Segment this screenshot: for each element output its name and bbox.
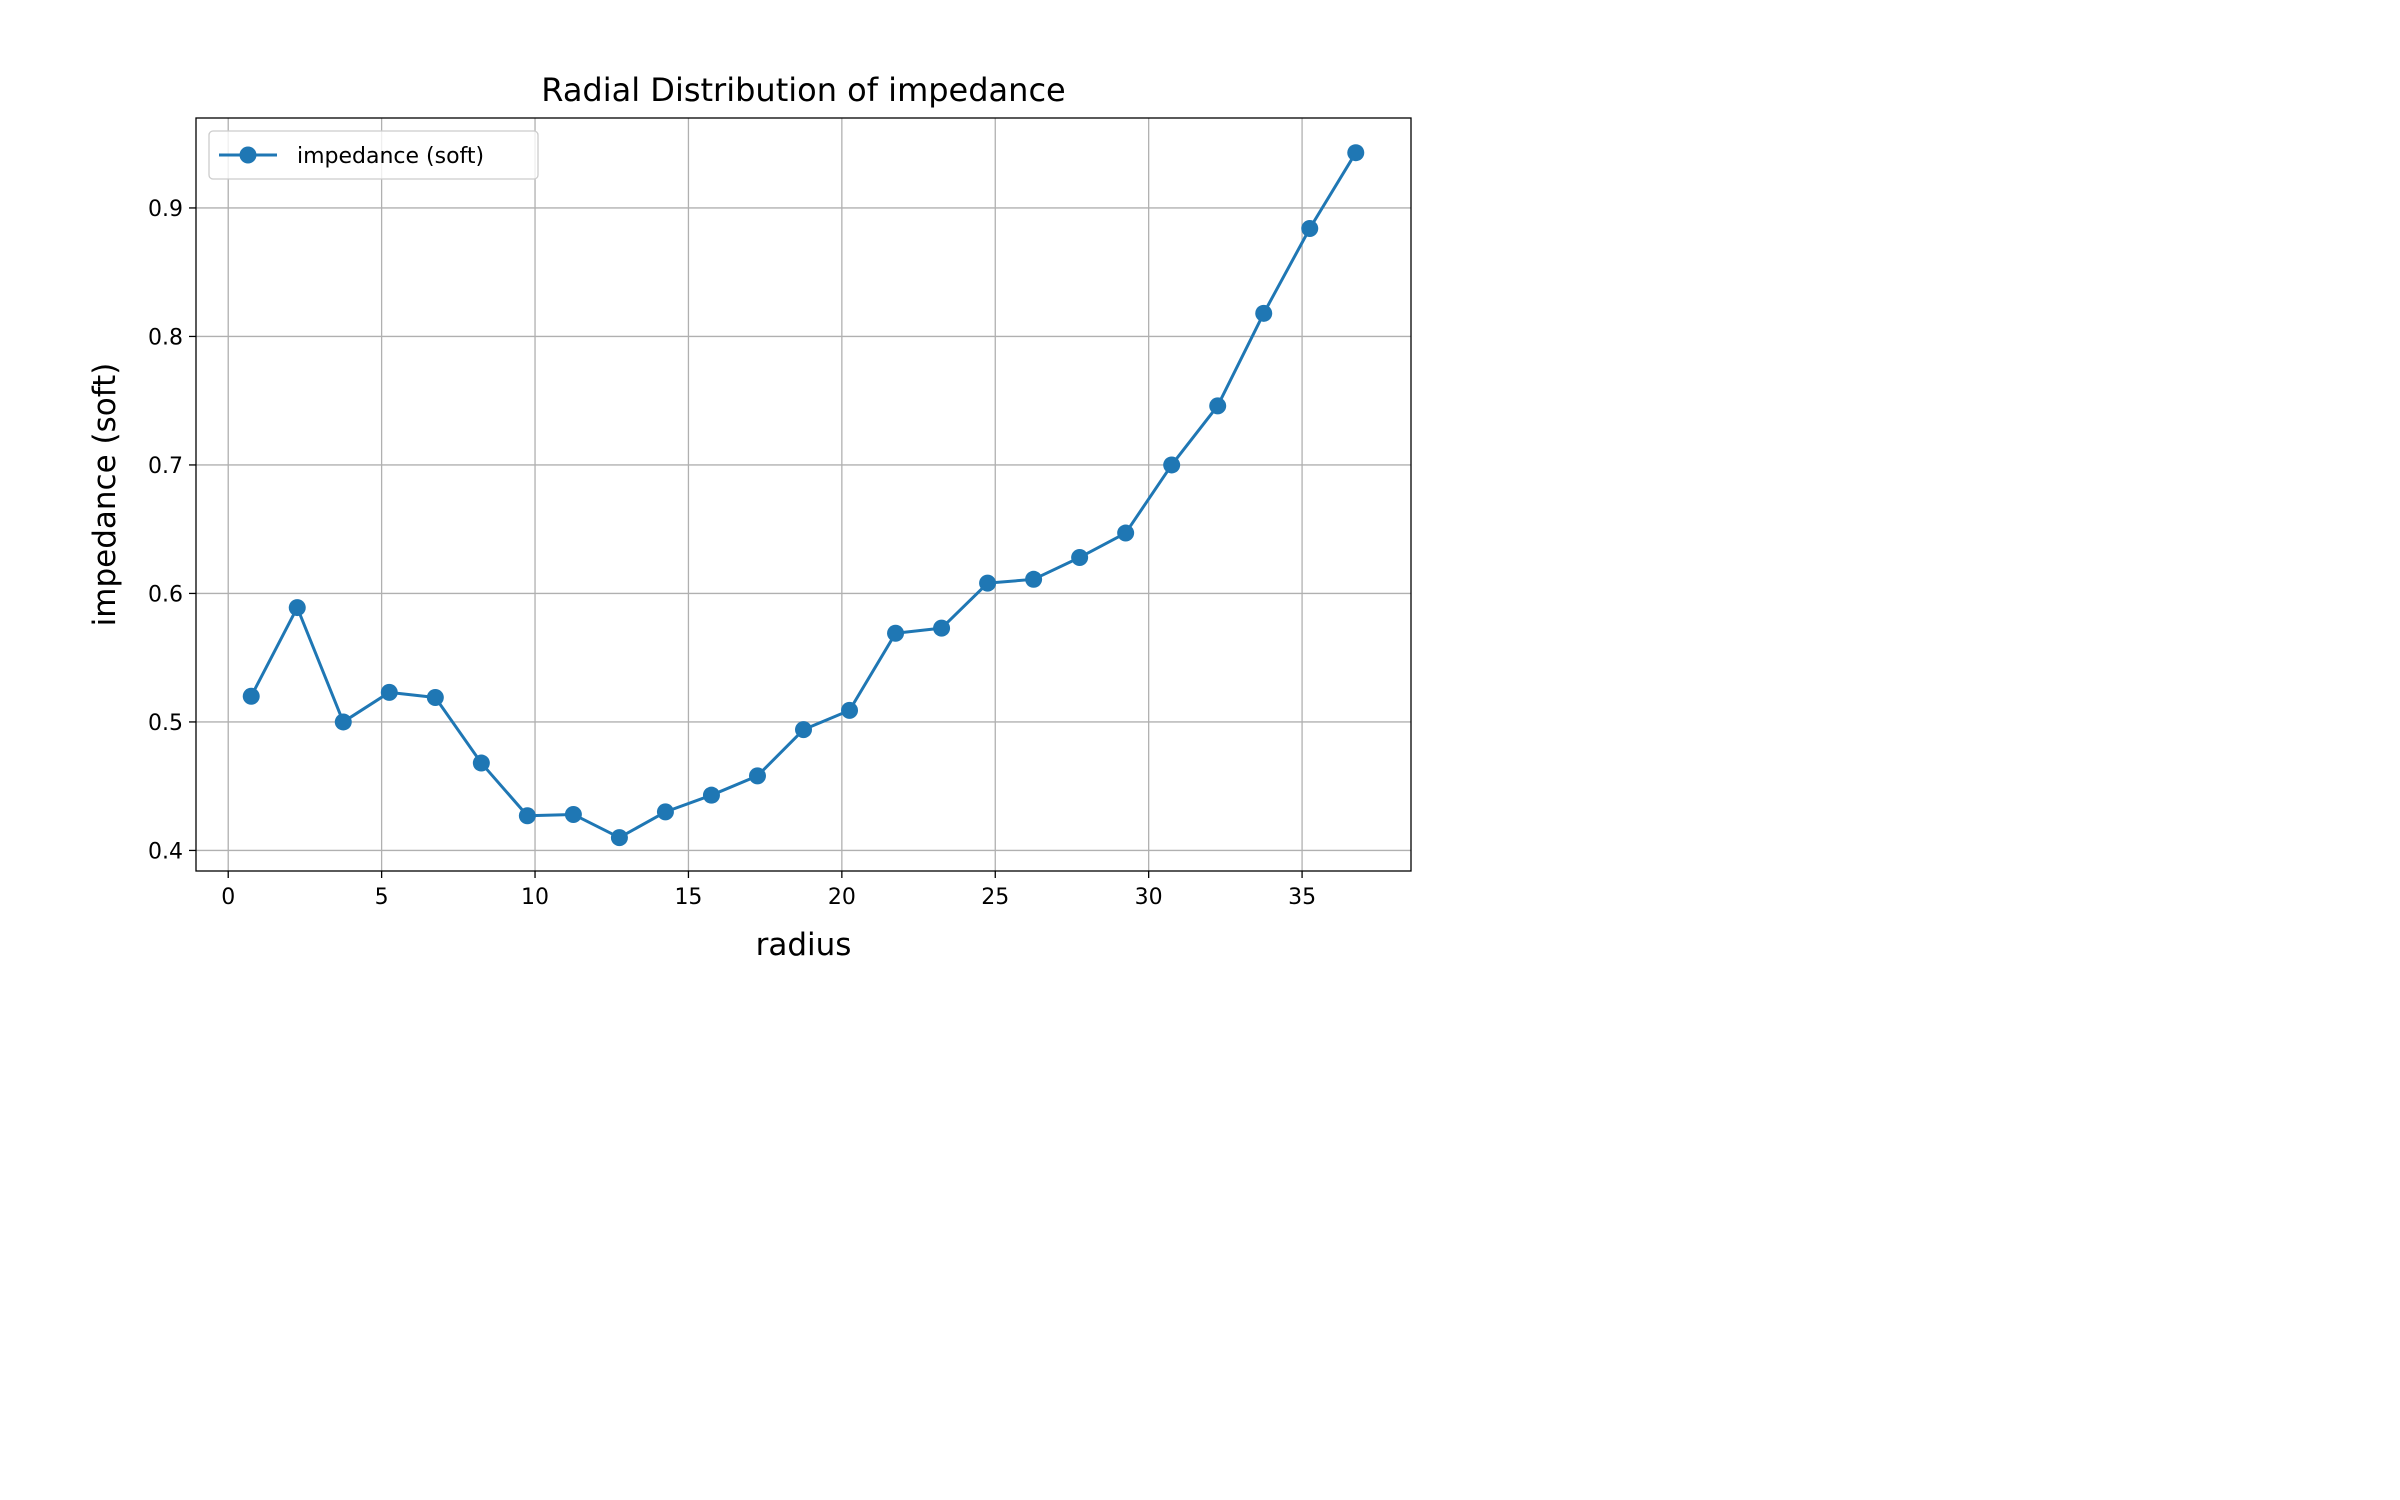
data-point: [242, 687, 260, 705]
data-point: [426, 689, 444, 707]
legend-marker-sample: [239, 146, 257, 164]
x-axis-label: radius: [756, 927, 852, 963]
chart-title: Radial Distribution of impedance: [541, 71, 1065, 109]
y-tick-label: 0.6: [148, 582, 183, 607]
data-point: [380, 683, 398, 701]
data-point: [334, 713, 352, 731]
data-point: [1071, 548, 1089, 566]
x-tick-label: 10: [521, 885, 549, 910]
x-tick-label: 20: [828, 885, 856, 910]
series-layer: [242, 144, 1365, 847]
data-point: [288, 599, 306, 617]
axis-ticks: 0 5 10 15 20 25 30 35 0.4 0.5 0.6 0.7 0.8 0.9: [148, 197, 1316, 910]
data-point: [1209, 397, 1227, 415]
data-point: [795, 721, 812, 739]
x-tick-label: 30: [1135, 885, 1163, 910]
data-point: [472, 754, 490, 772]
y-tick-label: 0.7: [148, 454, 183, 479]
y-axis-label: impedance (soft): [87, 363, 123, 627]
data-point: [656, 803, 674, 821]
data-point: [1117, 524, 1135, 542]
data-point: [748, 767, 766, 785]
data-point: [1025, 570, 1043, 588]
y-tick-label: 0.4: [148, 839, 183, 864]
x-tick-label: 15: [674, 885, 702, 910]
plot-area-frame: [195, 117, 1412, 872]
data-point: [610, 829, 628, 847]
data-point: [1163, 456, 1181, 474]
x-tick-label: 5: [375, 885, 389, 910]
data-point: [518, 807, 536, 825]
y-tick-label: 0.9: [148, 197, 183, 222]
data-point: [979, 574, 997, 592]
legend: impedance (soft): [208, 130, 539, 180]
x-tick-label: 25: [981, 885, 1009, 910]
y-tick-label: 0.8: [148, 325, 183, 350]
chart: 0 5 10 15 20 25 30 35 0.4 0.5 0.6 0.7 0.8 0.9 Radial …: [0, 0, 1545, 966]
y-tick-label: 0.5: [148, 711, 183, 736]
data-point: [702, 786, 720, 804]
data-point: [564, 805, 582, 823]
legend-label: impedance (soft): [297, 144, 484, 169]
data-point: [1301, 220, 1319, 238]
x-tick-label: 35: [1288, 885, 1316, 910]
legend-box: [208, 130, 539, 180]
data-point: [1347, 144, 1365, 162]
data-point: [1255, 304, 1273, 322]
data-point: [933, 619, 951, 637]
x-tick-label: 0: [221, 885, 235, 910]
data-point: [841, 701, 859, 719]
data-point: [887, 624, 905, 642]
